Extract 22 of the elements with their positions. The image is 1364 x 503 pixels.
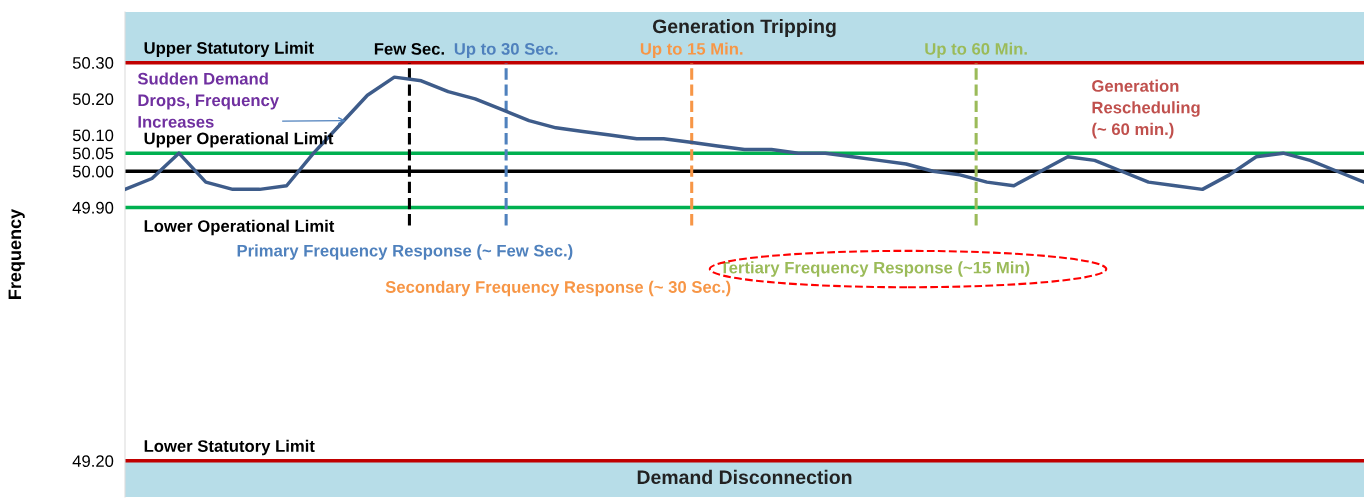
y-tick-label: 49.90 xyxy=(72,201,114,214)
y-tick-label: 50.05 xyxy=(72,147,114,160)
annotation: Primary Frequency Response (~ Few Sec.) xyxy=(237,244,573,260)
y-tick-label: 49.20 xyxy=(72,455,114,468)
band-label: Demand Disconnection xyxy=(637,469,852,485)
annotation: Tertiary Frequency Response (~15 Min) xyxy=(719,261,1030,277)
ref-line-label: Lower Statutory Limit xyxy=(144,439,315,456)
annotation: Secondary Frequency Response (~ 30 Sec.) xyxy=(385,280,731,297)
y-tick-label: 50.00 xyxy=(72,165,114,178)
annotation: Up to 30 Sec. xyxy=(454,42,558,59)
ref-line-label: Lower Operational Limit xyxy=(144,219,335,236)
ref-line-label: Upper Statutory Limit xyxy=(144,41,314,58)
y-axis-title: Frequency xyxy=(8,208,25,299)
band-label: Generation Tripping xyxy=(652,18,836,38)
y-tick-label: 50.20 xyxy=(72,93,114,106)
y-tick-label: 50.30 xyxy=(72,57,114,69)
annotation: Generation Rescheduling (~ 60 min.) xyxy=(1092,79,1200,139)
annotation: Up to 60 Min. xyxy=(925,42,1027,59)
annotation: Few Sec. xyxy=(374,42,444,55)
annotation: Up to 15 Min. xyxy=(640,42,743,59)
annotation: Sudden Demand Drops, Frequency Increases xyxy=(137,72,279,128)
y-tick-label: 50.10 xyxy=(72,129,114,142)
